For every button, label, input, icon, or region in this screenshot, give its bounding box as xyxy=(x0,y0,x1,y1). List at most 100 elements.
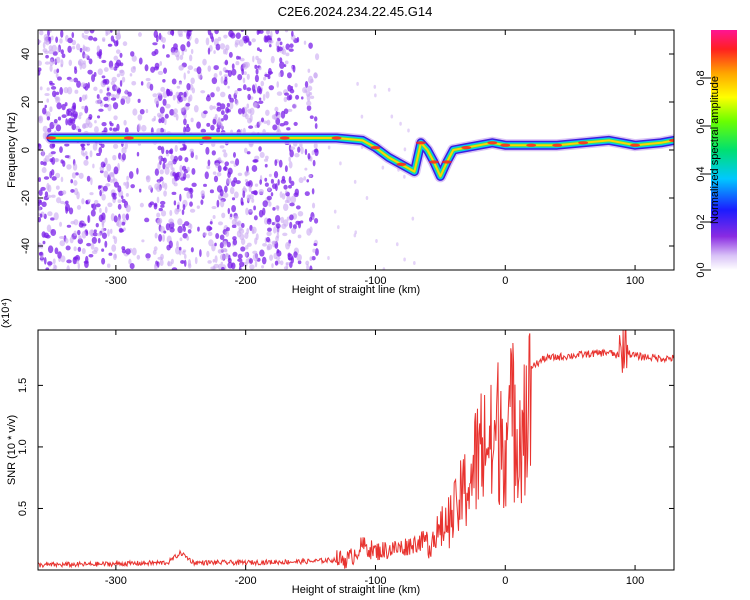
ridge-hotspot xyxy=(487,141,498,145)
noise-point xyxy=(154,97,160,105)
noise-point xyxy=(138,188,142,193)
noise-point xyxy=(354,230,358,235)
noise-point xyxy=(387,87,391,92)
noise-point xyxy=(403,174,406,179)
noise-point xyxy=(300,96,304,100)
noise-point xyxy=(288,176,292,184)
noise-point xyxy=(42,42,46,49)
noise-point xyxy=(284,199,289,204)
noise-point xyxy=(87,215,90,223)
noise-point xyxy=(65,118,69,126)
noise-point xyxy=(101,232,107,239)
noise-point xyxy=(60,176,64,183)
noise-point xyxy=(82,46,88,52)
noise-point xyxy=(224,76,228,82)
noise-point xyxy=(55,185,60,190)
noise-point xyxy=(69,236,74,244)
noise-point xyxy=(187,229,192,234)
noise-point xyxy=(285,52,290,57)
noise-point xyxy=(53,118,58,124)
x-tick-label: -100 xyxy=(364,275,386,287)
noise-point xyxy=(105,183,111,187)
noise-point xyxy=(189,201,193,207)
noise-point xyxy=(113,181,120,188)
noise-point xyxy=(287,108,293,112)
noise-point xyxy=(288,48,294,52)
x-tick-label: -200 xyxy=(235,275,257,287)
noise-point xyxy=(217,249,223,254)
noise-point xyxy=(41,201,47,208)
noise-point xyxy=(157,145,163,151)
noise-point xyxy=(113,253,117,261)
noise-point xyxy=(145,77,151,82)
noise-point xyxy=(101,75,106,79)
noise-point xyxy=(164,113,169,119)
noise-point xyxy=(162,162,166,170)
noise-point xyxy=(171,78,177,85)
noise-point xyxy=(72,257,77,265)
ridge-hotspot xyxy=(396,162,407,166)
noise-point xyxy=(280,110,286,119)
noise-point xyxy=(229,101,234,110)
noise-point xyxy=(282,48,287,55)
noise-point xyxy=(272,206,276,211)
noise-point xyxy=(239,57,245,62)
noise-point xyxy=(236,230,242,238)
noise-point xyxy=(236,55,240,60)
noise-point xyxy=(259,49,262,53)
noise-point xyxy=(136,254,141,260)
noise-point xyxy=(74,89,79,94)
noise-point xyxy=(109,127,113,131)
noise-point xyxy=(264,177,268,182)
spectrogram-x-label: Height of straight line (km) xyxy=(292,284,420,296)
noise-point xyxy=(61,190,67,195)
noise-point xyxy=(102,38,106,42)
noise-point xyxy=(212,118,217,125)
noise-point xyxy=(64,102,68,107)
noise-point xyxy=(88,254,94,258)
noise-point xyxy=(141,124,147,132)
ridge-hotspot xyxy=(201,136,212,140)
noise-point xyxy=(235,180,241,185)
noise-point xyxy=(260,80,265,87)
noise-point xyxy=(287,253,293,261)
noise-point xyxy=(259,151,265,158)
ridge-hotspot xyxy=(669,138,674,142)
snr-y-label: SNR (10 * v/v) xyxy=(6,415,18,485)
noise-point xyxy=(216,185,223,193)
noise-point xyxy=(148,184,153,191)
noise-point xyxy=(237,87,242,92)
noise-point xyxy=(189,94,193,102)
noise-point xyxy=(51,90,57,98)
noise-point xyxy=(73,246,77,252)
noise-point xyxy=(265,155,269,160)
noise-point xyxy=(261,265,265,269)
noise-point xyxy=(270,192,274,197)
colorbar-ticks: 0.0 0.2 0.4 0.6 0.8 xyxy=(695,70,711,278)
noise-point xyxy=(183,91,187,98)
noise-point xyxy=(251,226,257,234)
noise-point xyxy=(307,68,311,73)
noise-point xyxy=(291,30,294,37)
noise-point xyxy=(67,45,72,53)
noise-point xyxy=(121,221,126,226)
noise-point xyxy=(413,261,416,266)
noise-point xyxy=(45,234,51,239)
noise-point xyxy=(85,117,91,126)
noise-point xyxy=(289,221,293,229)
noise-point xyxy=(337,225,340,230)
noise-point xyxy=(154,48,159,55)
noise-point xyxy=(112,154,117,161)
noise-point xyxy=(190,247,194,253)
noise-point xyxy=(258,146,262,152)
noise-point xyxy=(276,205,279,210)
noise-point xyxy=(70,189,75,193)
noise-point xyxy=(238,226,243,231)
ridge-hotspot xyxy=(526,143,537,147)
noise-point xyxy=(279,61,285,69)
colorbar-tick-label: 0.8 xyxy=(695,70,707,85)
noise-point xyxy=(96,94,100,99)
noise-point xyxy=(144,64,149,72)
noise-point xyxy=(45,54,49,59)
noise-point xyxy=(294,83,298,88)
